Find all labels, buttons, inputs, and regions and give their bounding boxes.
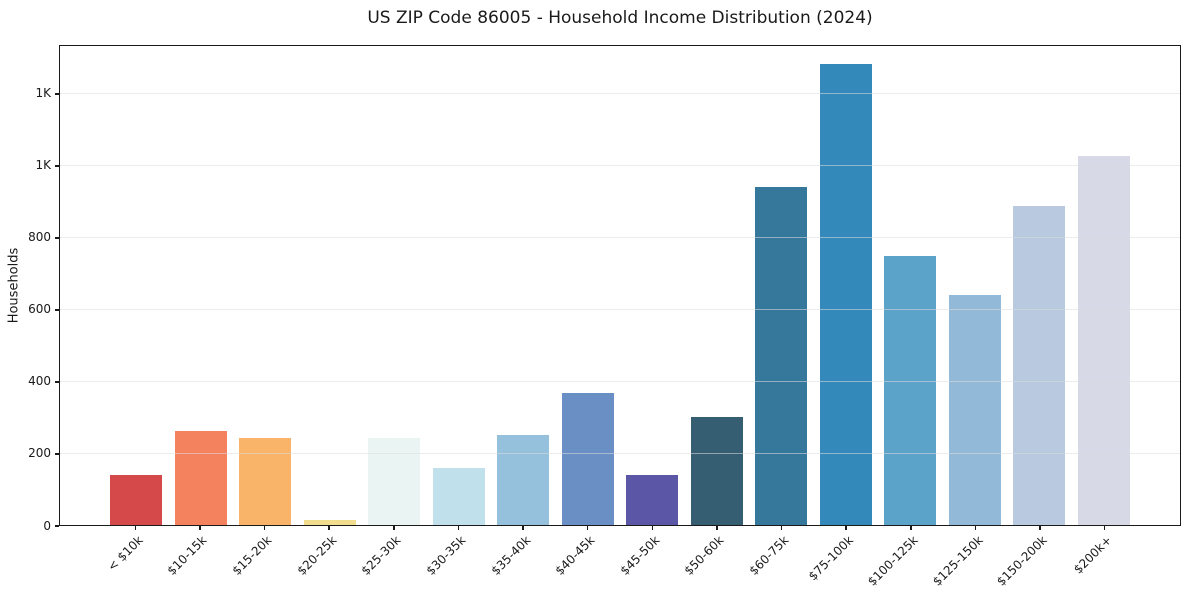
bar: [884, 256, 937, 525]
x-tick-label-text: $200k+: [1071, 533, 1115, 577]
bar: [690, 417, 743, 525]
y-tick-mark: [55, 165, 59, 167]
x-tick-mark: [522, 526, 524, 530]
bar: [755, 187, 808, 525]
x-tick-mark: [1103, 526, 1106, 530]
y-tick-label: 400: [28, 374, 51, 389]
bar: [174, 431, 227, 525]
bar-slot: [620, 46, 685, 525]
bar-slot: [104, 46, 169, 525]
bar: [303, 519, 356, 525]
x-tick-mark: [910, 526, 912, 530]
bar-slot: [943, 46, 1008, 525]
bar-slot: [491, 46, 556, 525]
y-tick-mark: [55, 93, 59, 95]
y-tick-label: 1K: [35, 86, 51, 101]
y-tick-mark: [55, 453, 59, 455]
y-tick-label: 600: [28, 302, 51, 317]
x-tick-mark: [651, 526, 654, 530]
bar-slot: [1072, 46, 1137, 525]
y-tick-mark: [55, 525, 59, 527]
x-tick-mark: [199, 526, 201, 530]
bars-container: [104, 46, 1136, 525]
bar: [239, 437, 292, 525]
bar-slot: [169, 46, 234, 525]
x-tick-mark: [845, 526, 847, 530]
bar: [1077, 156, 1130, 525]
x-tick-label: $200k+: [885, 533, 1115, 577]
y-tick-mark: [55, 309, 59, 311]
bar-slot: [556, 46, 621, 525]
y-tick-label: 0: [43, 518, 51, 533]
bar: [110, 474, 163, 525]
bar-slot: [233, 46, 298, 525]
bar-slot: [814, 46, 879, 525]
bar-slot: [685, 46, 750, 525]
x-tick-mark: [586, 526, 589, 530]
x-tick-mark: [780, 526, 783, 530]
x-tick-mark: [974, 526, 977, 530]
bar-slot: [362, 46, 427, 525]
plot-area: [59, 45, 1181, 526]
bar-slot: [427, 46, 492, 525]
bar-slot: [749, 46, 814, 525]
y-tick-label: 800: [28, 230, 51, 245]
bar: [626, 474, 679, 525]
bar: [1013, 205, 1066, 525]
bar: [432, 468, 485, 525]
x-tick-mark: [134, 526, 137, 530]
bar: [948, 295, 1001, 525]
y-tick-mark: [55, 381, 59, 383]
y-tick-mark: [55, 237, 59, 239]
bar: [561, 392, 614, 525]
x-tick-mark: [1039, 526, 1041, 530]
bar: [497, 435, 550, 525]
bar-slot: [1007, 46, 1072, 525]
x-tick-mark: [328, 526, 330, 530]
chart-title: US ZIP Code 86005 - Household Income Dis…: [367, 8, 873, 28]
x-tick-mark: [263, 526, 266, 530]
x-tick-mark: [716, 526, 718, 530]
x-tick-mark: [393, 526, 395, 530]
bar-slot: [298, 46, 363, 525]
bar: [819, 64, 872, 525]
y-tick-label: 1K: [35, 158, 51, 173]
bar-slot: [878, 46, 943, 525]
bar: [368, 437, 421, 525]
x-tick-mark: [457, 526, 460, 530]
y-tick-label: 200: [28, 446, 51, 461]
